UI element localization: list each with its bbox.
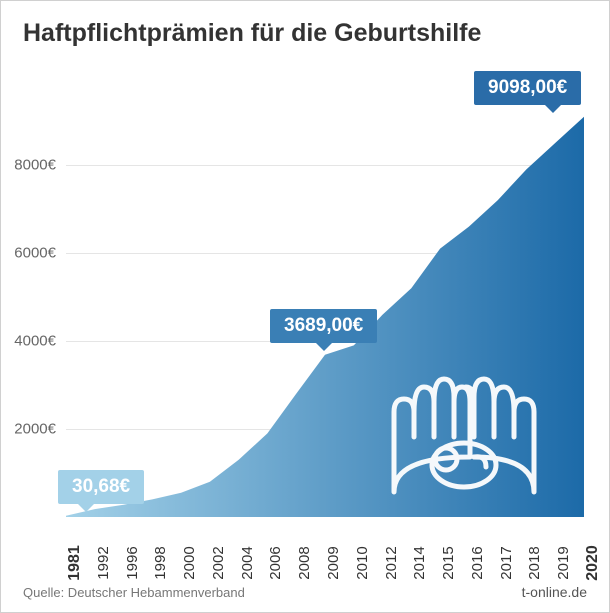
value-callout: 30,68€ bbox=[58, 470, 144, 504]
chart-title: Haftpflichtprämien für die Geburtshilfe bbox=[23, 19, 481, 48]
x-axis-tick-label: 2015 bbox=[440, 546, 457, 579]
value-callout: 9098,00€ bbox=[474, 71, 581, 105]
chart-area: 2000€4000€6000€8000€ 30,68€3689,00€9098,… bbox=[36, 77, 584, 517]
y-axis-tick-label: 8000€ bbox=[14, 157, 56, 174]
x-axis-tick-label: 2010 bbox=[354, 546, 371, 579]
x-axis-tick-label: 2008 bbox=[296, 546, 313, 579]
x-axis-tick-label: 2018 bbox=[526, 546, 543, 579]
x-axis-labels: 1981199219961998200020022004200620082009… bbox=[66, 521, 584, 571]
x-axis-tick-label: 2000 bbox=[181, 546, 198, 579]
y-axis-tick-label: 6000€ bbox=[14, 245, 56, 262]
x-axis-tick-label: 2009 bbox=[325, 546, 342, 579]
hands-baby-icon bbox=[374, 357, 554, 497]
value-callout: 3689,00€ bbox=[270, 309, 377, 343]
x-axis-tick-label: 2017 bbox=[498, 546, 515, 579]
source-label: Quelle: Deutscher Hebammenverband bbox=[23, 585, 245, 600]
x-axis-tick-label: 2004 bbox=[239, 546, 256, 579]
brand-label: t-online.de bbox=[522, 584, 587, 600]
x-axis-tick-label: 2016 bbox=[469, 546, 486, 579]
x-axis-tick-label: 2019 bbox=[555, 546, 572, 579]
x-axis-tick-label: 1981 bbox=[66, 545, 84, 581]
x-axis-tick-label: 2014 bbox=[411, 546, 428, 579]
x-axis-tick-label: 1992 bbox=[95, 546, 112, 579]
x-axis-tick-label: 2012 bbox=[383, 546, 400, 579]
x-axis-tick-label: 2020 bbox=[584, 545, 602, 581]
y-axis-tick-label: 2000€ bbox=[14, 421, 56, 438]
x-axis-tick-label: 1998 bbox=[152, 546, 169, 579]
y-axis-tick-label: 4000€ bbox=[14, 333, 56, 350]
x-axis-tick-label: 1996 bbox=[124, 546, 141, 579]
x-axis-tick-label: 2006 bbox=[267, 546, 284, 579]
x-axis-tick-label: 2002 bbox=[210, 546, 227, 579]
